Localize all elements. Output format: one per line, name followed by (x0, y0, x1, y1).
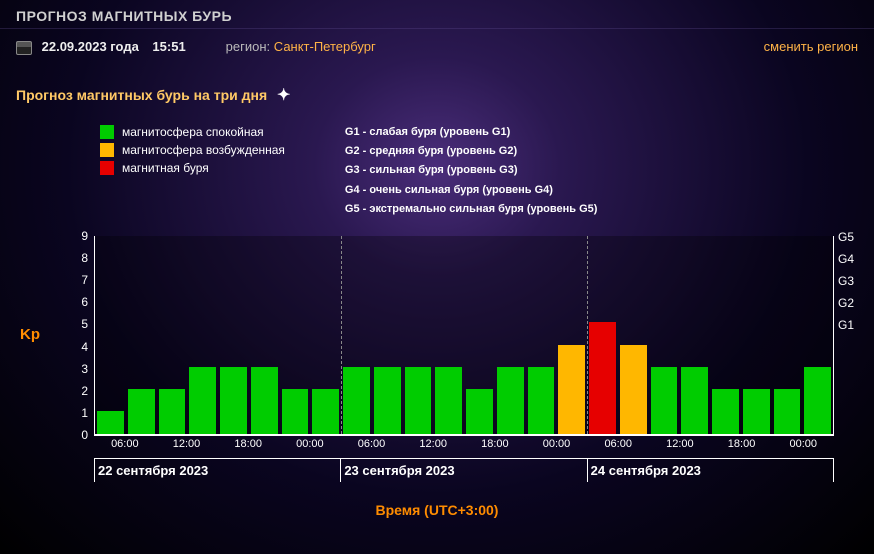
date-cell: 23 сентября 2023 (340, 458, 586, 482)
swatch-calm (100, 125, 114, 139)
region-block: регион: Санкт-Петербург (206, 39, 376, 54)
legend-excited: магнитосфера возбужденная (100, 143, 285, 157)
bar (804, 367, 831, 434)
header: ПРОГНОЗ МАГНИТНЫХ БУРЬ (0, 0, 874, 29)
color-legend: магнитосфера спокойная магнитосфера возб… (100, 125, 285, 218)
x-tick: 18:00 (217, 438, 279, 450)
g4-desc: G4 - очень сильная буря (уровень G4) (345, 183, 598, 198)
day-separator (341, 236, 342, 434)
bar (343, 367, 370, 434)
bar (774, 389, 801, 433)
calendar-icon (16, 41, 32, 55)
g-tick: G4 (838, 252, 854, 266)
g-tick: G1 (838, 318, 854, 332)
bar (712, 389, 739, 433)
x-tick: 06:00 (587, 438, 649, 450)
y-axis-label: Kp (20, 326, 40, 343)
swatch-storm (100, 161, 114, 175)
region-label: регион: (226, 39, 270, 54)
bar (743, 389, 770, 433)
bar (97, 411, 124, 433)
g5-desc: G5 - экстремально сильная буря (уровень … (345, 202, 598, 217)
g-axis: G1G2G3G4G5 (838, 236, 864, 436)
bar (528, 367, 555, 434)
x-axis: 06:0012:0018:0000:0006:0012:0018:0000:00… (94, 438, 834, 450)
region-value: Санкт-Петербург (274, 39, 376, 54)
y-axis: 0123456789 (70, 236, 94, 436)
g1-desc: G1 - слабая буря (уровень G1) (345, 125, 598, 140)
x-axis-title-text: Время (UTC+3:00) (376, 502, 499, 518)
bar (159, 389, 186, 433)
g-tick: G3 (838, 274, 854, 288)
x-tick: 06:00 (94, 438, 156, 450)
bar (466, 389, 493, 433)
x-tick: 00:00 (279, 438, 341, 450)
kp-chart: Kp 0123456789 G1G2G3G4G5 06:0012:0018:00… (70, 236, 834, 476)
page-title: ПРОГНОЗ МАГНИТНЫХ БУРЬ (16, 8, 858, 24)
x-tick: 18:00 (464, 438, 526, 450)
x-tick: 06:00 (341, 438, 403, 450)
bar (312, 389, 339, 433)
x-tick: 12:00 (156, 438, 218, 450)
g2-desc: G2 - средняя буря (уровень G2) (345, 144, 598, 159)
bar (128, 389, 155, 433)
bar (589, 322, 616, 433)
x-tick: 00:00 (772, 438, 834, 450)
legend-excited-label: магнитосфера возбужденная (122, 143, 285, 157)
swatch-excited (100, 143, 114, 157)
bar (558, 345, 585, 434)
x-axis-title: Время (UTC+3:00) (0, 502, 874, 518)
date-text: 22.09.2023 года (42, 39, 139, 54)
info-bar: 22.09.2023 года 15:51 регион: Санкт-Пете… (0, 29, 874, 65)
g-tick: G5 (838, 230, 854, 244)
bar (497, 367, 524, 434)
g-tick: G2 (838, 296, 854, 310)
legend-calm-label: магнитосфера спокойная (122, 125, 264, 139)
g-scale-legend: G1 - слабая буря (уровень G1) G2 - средн… (345, 125, 598, 218)
bar (651, 367, 678, 434)
legend-storm: магнитная буря (100, 161, 285, 175)
time-text: 15:51 (152, 39, 185, 54)
bar (374, 367, 401, 434)
x-tick: 12:00 (649, 438, 711, 450)
bar (220, 367, 247, 434)
date-row: 22 сентября 202323 сентября 202324 сентя… (94, 458, 834, 482)
day-separator (587, 236, 588, 434)
bar (405, 367, 432, 434)
star-icon: ✦ (277, 87, 290, 104)
x-tick: 00:00 (526, 438, 588, 450)
bar (620, 345, 647, 434)
date-block: 22.09.2023 года 15:51 (16, 39, 186, 55)
bar (282, 389, 309, 433)
g3-desc: G3 - сильная буря (уровень G3) (345, 163, 598, 178)
date-cell: 22 сентября 2023 (94, 458, 340, 482)
bar (435, 367, 462, 434)
date-cell: 24 сентября 2023 (587, 458, 834, 482)
subtitle: Прогноз магнитных бурь на три дня ✦ (0, 65, 874, 115)
bar (189, 367, 216, 434)
bar (251, 367, 278, 434)
legend-row: магнитосфера спокойная магнитосфера возб… (0, 115, 874, 228)
change-region-link[interactable]: сменить регион (764, 39, 858, 54)
x-tick: 18:00 (711, 438, 773, 450)
x-tick: 12:00 (402, 438, 464, 450)
bar (681, 367, 708, 434)
chart-plot (94, 236, 834, 436)
subtitle-text: Прогноз магнитных бурь на три дня (16, 87, 267, 103)
legend-calm: магнитосфера спокойная (100, 125, 285, 139)
legend-storm-label: магнитная буря (122, 161, 209, 175)
